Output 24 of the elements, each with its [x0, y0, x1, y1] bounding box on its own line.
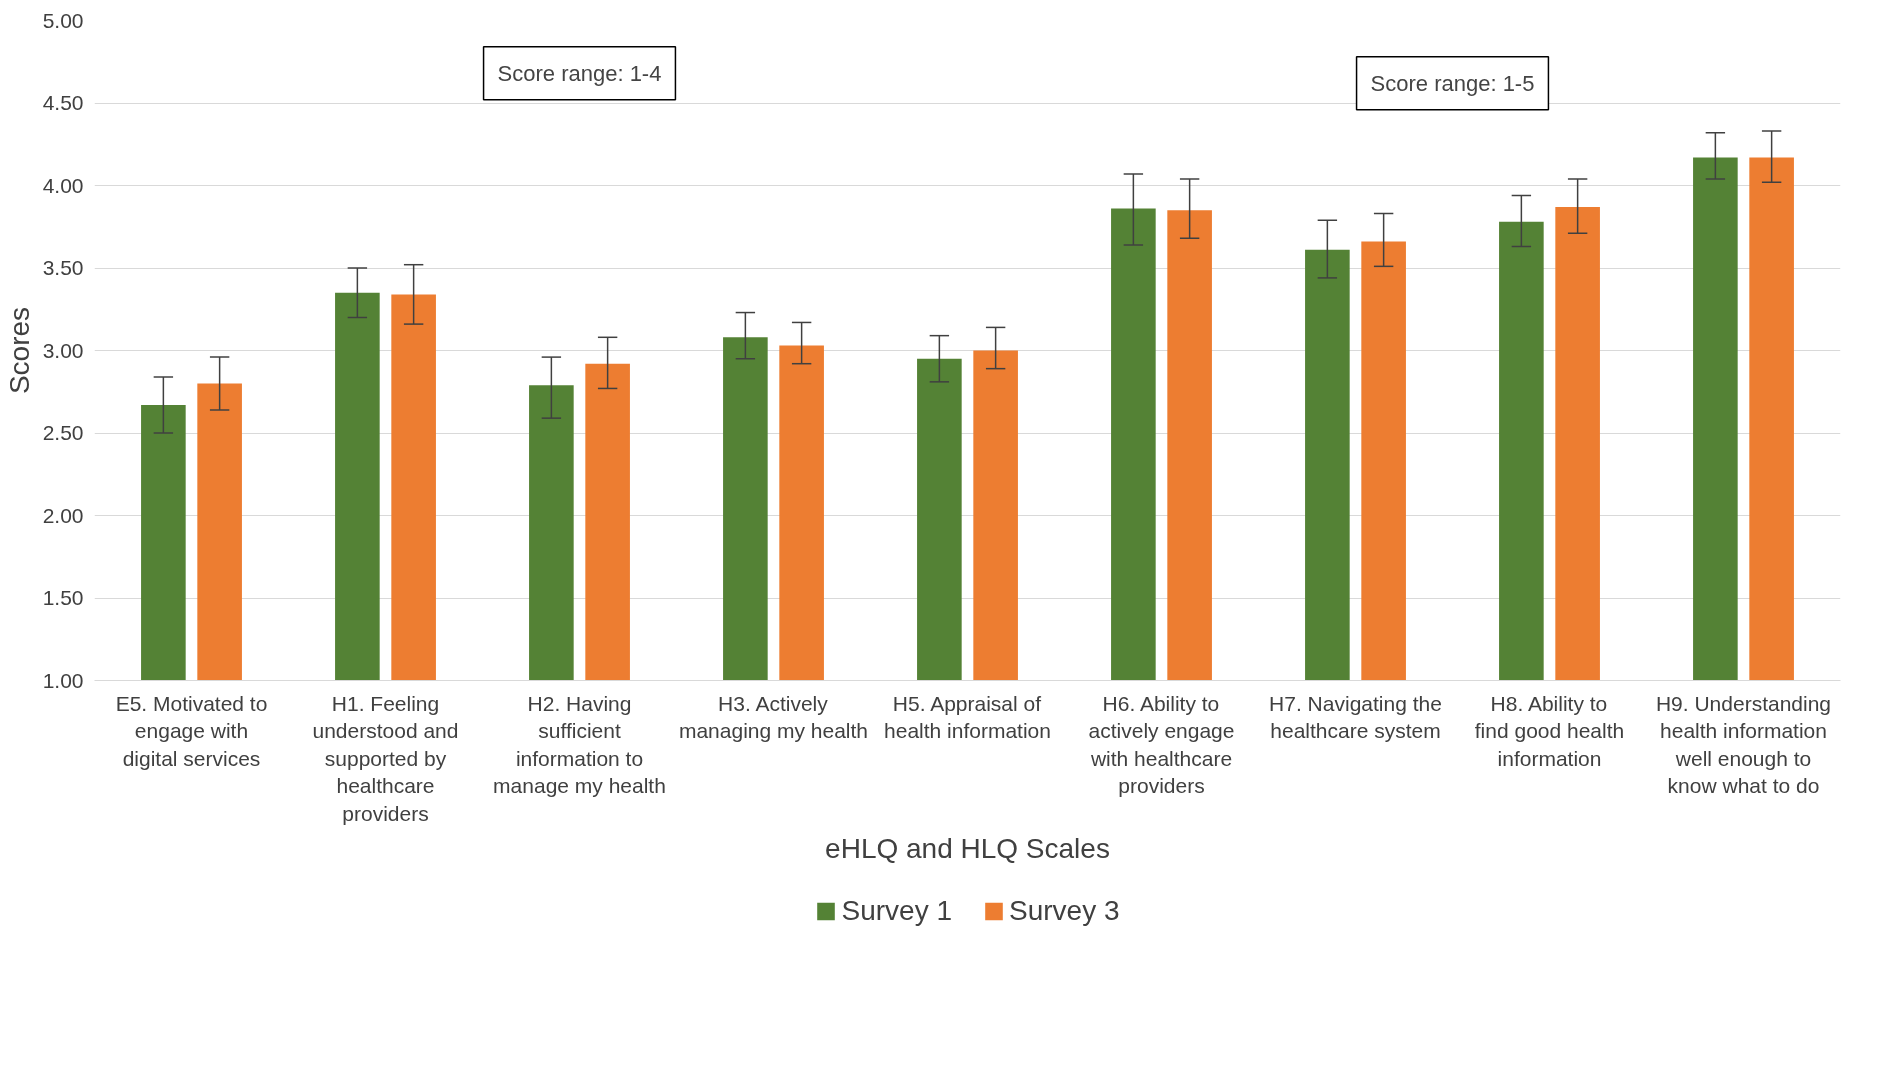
x-axis-title: eHLQ and HLQ Scales — [825, 832, 1110, 864]
y-tick-label: 3.50 — [42, 256, 84, 279]
y-tick-label: 1.50 — [42, 586, 84, 609]
x-tick-label: H2. Having sufficient information to manage my health — [493, 691, 666, 798]
x-tick-label: H8. Ability to find good health information — [1474, 691, 1625, 770]
legend-label: Survey 1 — [841, 895, 952, 927]
annotation: Score range: 1-5 — [1370, 70, 1535, 96]
x-tick-label: H5. Appraisal of health information — [884, 691, 1051, 743]
x-tick-label: H1. Feeling understood and supported by healthcare providers — [312, 691, 459, 825]
y-tick-label: 5.00 — [42, 8, 84, 32]
x-tick-label: H3. Actively managing my health — [678, 691, 869, 743]
y-tick-label: 4.00 — [42, 173, 84, 197]
y-tick-label: 4.50 — [42, 91, 84, 114]
y-tick-label: 3.00 — [42, 338, 84, 362]
x-tick-label: H6. Ability to actively engage with healthcare providers — [1088, 691, 1235, 798]
x-tick-label: H9. Understanding health information well enough to know what to do — [1655, 691, 1832, 798]
y-tick-label: 2.00 — [42, 503, 84, 527]
annotation: Score range: 1-4 — [497, 60, 662, 86]
x-tick-label: E5. Motivated to engage with digital services — [115, 691, 268, 770]
y-axis-title: Scores — [3, 306, 35, 395]
y-tick-label: 2.50 — [42, 421, 84, 444]
legend-label: Survey 3 — [1009, 895, 1120, 927]
x-tick-label: H7. Navigating the healthcare system — [1269, 691, 1442, 743]
y-tick-label: 1.00 — [42, 668, 84, 692]
